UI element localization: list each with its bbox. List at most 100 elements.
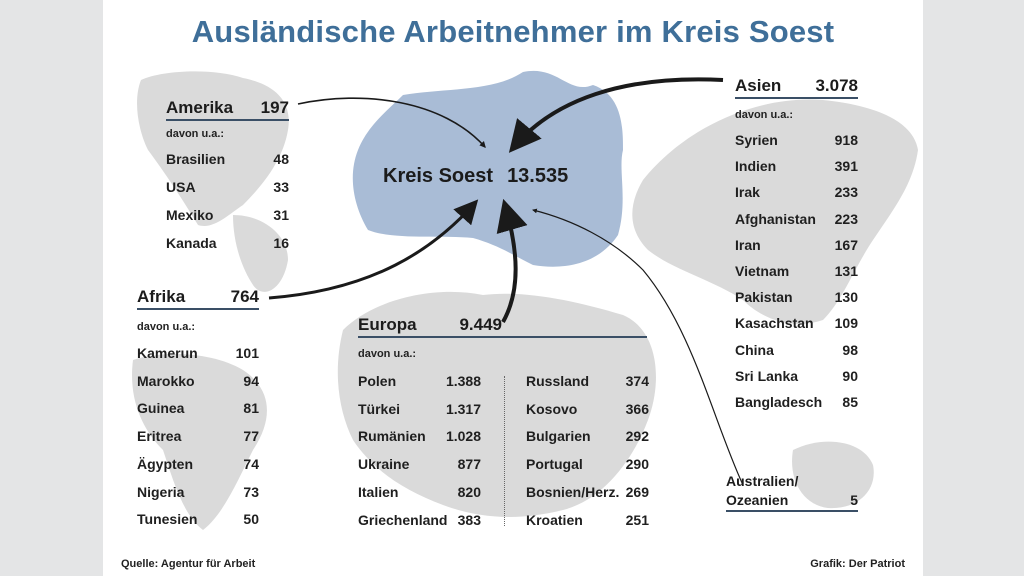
europa-value: 9.449 <box>459 315 502 334</box>
europa-left-row: Polen 1.388 <box>358 373 481 391</box>
asien-country: Vietnam <box>735 263 790 279</box>
afrika-country: Eritrea <box>137 428 182 445</box>
europa-left-country: Ukraine <box>358 456 410 473</box>
asien-count: 98 <box>842 341 858 358</box>
europa-left-count: 877 <box>457 456 481 473</box>
europa-left-count: 820 <box>457 483 481 500</box>
europa-subheading: davon u.a.: <box>358 348 417 360</box>
europa-right-row: Kroatien 251 <box>526 512 649 530</box>
afrika-country: Kamerun <box>137 345 198 361</box>
amerika-label: Amerika <box>166 98 234 117</box>
amerika-count: 33 <box>273 179 289 195</box>
ozeanien-header: Australien/ Ozeanien 5 <box>726 472 858 512</box>
amerika-count: 16 <box>273 235 289 251</box>
asien-country: Iran <box>735 236 761 253</box>
afrika-count: 94 <box>243 372 259 389</box>
europa-left-count: 383 <box>457 511 481 528</box>
afrika-row: Ägypten 74 <box>137 456 259 474</box>
afrika-country: Guinea <box>137 400 185 417</box>
amerika-row: Mexiko 31 <box>166 207 289 225</box>
europa-left-row: Türkei 1.317 <box>358 401 481 419</box>
europa-column-divider <box>504 376 505 526</box>
afrika-count: 81 <box>243 400 259 417</box>
arrow-ozeanien <box>532 208 744 486</box>
arrow-amerika <box>297 97 486 148</box>
asien-count: 167 <box>834 236 858 253</box>
europa-right-country: Bosnien/Herz. <box>526 483 620 500</box>
afrika-row: Tunesien 50 <box>137 511 259 529</box>
asien-country: China <box>735 341 774 358</box>
europa-right-count: 290 <box>625 456 649 473</box>
center-region-value: 13.535 <box>507 165 569 187</box>
afrika-header: Afrika 764 <box>137 287 259 310</box>
amerika-country: Kanada <box>166 235 217 251</box>
europa-left-count: 1.028 <box>445 428 481 445</box>
afrika-country: Marokko <box>137 372 195 389</box>
amerika-value: 197 <box>260 98 289 117</box>
asien-value: 3.078 <box>815 76 858 95</box>
afrika-count: 77 <box>243 428 259 445</box>
asien-row: Pakistan 130 <box>735 289 858 307</box>
asien-country: Indien <box>735 158 777 175</box>
asien-row: China 98 <box>735 342 858 360</box>
kreis-soest-region <box>352 70 623 267</box>
footer-credit: Grafik: Der Patriot <box>810 558 905 570</box>
afrika-subheading: davon u.a.: <box>137 321 196 333</box>
afrika-country: Ägypten <box>137 455 193 472</box>
afrika-row: Kamerun 101 <box>137 345 259 363</box>
afrika-value: 764 <box>230 287 259 306</box>
arrow-asien <box>508 77 724 153</box>
amerika-header: Amerika 197 <box>166 98 289 121</box>
asien-count: 130 <box>834 289 858 306</box>
asien-count: 223 <box>834 210 858 227</box>
europa-right-row: Russland 374 <box>526 373 649 391</box>
asien-count: 131 <box>834 263 858 279</box>
europa-label: Europa <box>358 315 417 334</box>
afrika-count: 74 <box>243 455 259 472</box>
asien-country: Irak <box>735 184 760 201</box>
europa-right-count: 292 <box>625 428 649 445</box>
asien-row: Vietnam 131 <box>735 263 858 281</box>
south-america-shape <box>233 215 288 292</box>
europa-left-country: Italien <box>358 483 399 500</box>
asien-row: Iran 167 <box>735 237 858 255</box>
center-region-name: Kreis Soest <box>383 165 494 187</box>
afrika-count: 101 <box>235 345 259 361</box>
asien-count: 391 <box>834 158 858 175</box>
amerika-country: Brasilien <box>166 151 226 167</box>
asien-row: Indien 391 <box>735 158 858 176</box>
asien-country: Pakistan <box>735 289 793 306</box>
europa-right-country: Russland <box>526 373 590 389</box>
asien-row: Afghanistan 223 <box>735 211 858 229</box>
amerika-count: 48 <box>273 151 289 167</box>
world-map <box>132 70 918 530</box>
asien-count: 90 <box>842 367 858 384</box>
europa-right-count: 374 <box>625 373 649 389</box>
afrika-row: Marokko 94 <box>137 373 259 391</box>
asien-row: Kasachstan 109 <box>735 315 858 333</box>
europa-right-count: 251 <box>625 511 649 528</box>
amerika-count: 31 <box>273 207 289 223</box>
arrow-afrika <box>268 199 479 300</box>
europa-right-row: Portugal 290 <box>526 456 649 474</box>
europa-right-country: Kosovo <box>526 400 578 417</box>
amerika-country: Mexiko <box>166 207 214 223</box>
infographic: Ausländische Arbeitnehmer im Kreis Soest… <box>103 0 923 576</box>
asien-row: Bangladesch 85 <box>735 394 858 412</box>
africa-shape <box>132 354 267 530</box>
afrika-country: Nigeria <box>137 483 185 500</box>
afrika-label: Afrika <box>137 287 186 306</box>
asia-shape <box>632 99 918 324</box>
amerika-row: Brasilien 48 <box>166 151 289 169</box>
amerika-row: Kanada 16 <box>166 235 289 253</box>
europa-header: Europa 9.449 <box>358 315 647 338</box>
europa-left-row: Griechenland 383 <box>358 512 481 530</box>
europa-left-country: Polen <box>358 373 397 389</box>
europa-right-row: Kosovo 366 <box>526 401 649 419</box>
europa-right-row: Bulgarien 292 <box>526 428 649 446</box>
europa-left-count: 1.317 <box>445 400 481 417</box>
australia-shape <box>792 441 874 509</box>
center-label: Kreis Soest 13.535 <box>383 165 568 188</box>
chart-title: Ausländische Arbeitnehmer im Kreis Soest <box>191 14 835 49</box>
europa-right-country: Kroatien <box>526 511 583 528</box>
